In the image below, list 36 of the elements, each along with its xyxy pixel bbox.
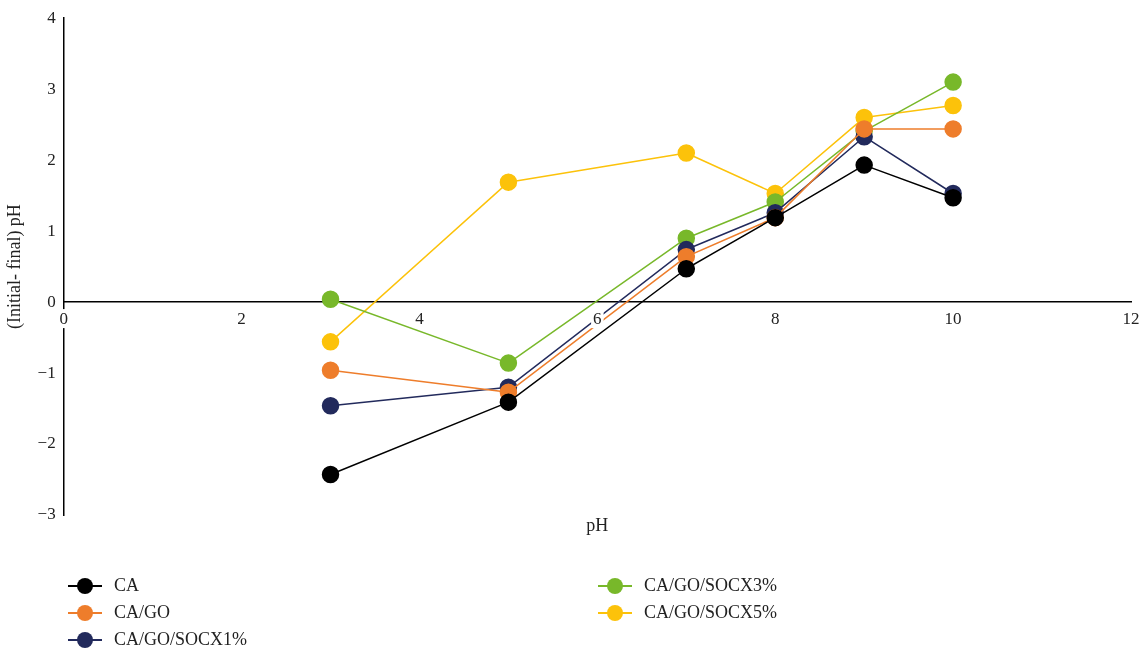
y-tick-label: 3	[47, 78, 56, 98]
y-tick-label: 0	[47, 291, 56, 311]
point	[321, 361, 340, 379]
point	[855, 156, 873, 174]
point	[944, 120, 962, 138]
legend-label: CA/GO/SOCX1%	[114, 629, 248, 650]
x-axis-title: pH	[586, 514, 609, 535]
y-tick-label: −2	[37, 433, 56, 453]
point	[499, 393, 518, 411]
point	[499, 354, 518, 372]
x-tick-label: 8	[770, 309, 780, 329]
x-tick-label: 6	[593, 309, 602, 329]
x-tick-label: 4	[415, 309, 425, 329]
point	[944, 73, 962, 91]
point	[944, 189, 962, 207]
y-axis-title: (Initial- final) pH	[3, 204, 25, 330]
x-tick-label: 10	[944, 309, 962, 329]
y-tick-label: 1	[47, 220, 56, 240]
point	[499, 173, 518, 191]
point	[321, 465, 340, 484]
legend-label: CA/GO/SOCX3%	[644, 575, 778, 596]
y-tick-label: 2	[47, 149, 56, 169]
point	[677, 259, 696, 278]
point	[944, 96, 962, 115]
legend-label: CA/GO/SOCX5%	[644, 602, 778, 623]
y-tick-label: 4	[47, 7, 57, 27]
y-tick-label: −1	[37, 362, 56, 382]
x-tick-label: 12	[1122, 309, 1140, 329]
point	[677, 144, 696, 162]
point	[321, 333, 340, 351]
y-tick-label: −3	[37, 504, 56, 524]
legend-label: CA/GO	[114, 602, 171, 623]
x-tick-label: 2	[237, 309, 246, 329]
legend-label: CA	[114, 575, 140, 596]
point	[321, 290, 340, 308]
point	[321, 396, 340, 415]
